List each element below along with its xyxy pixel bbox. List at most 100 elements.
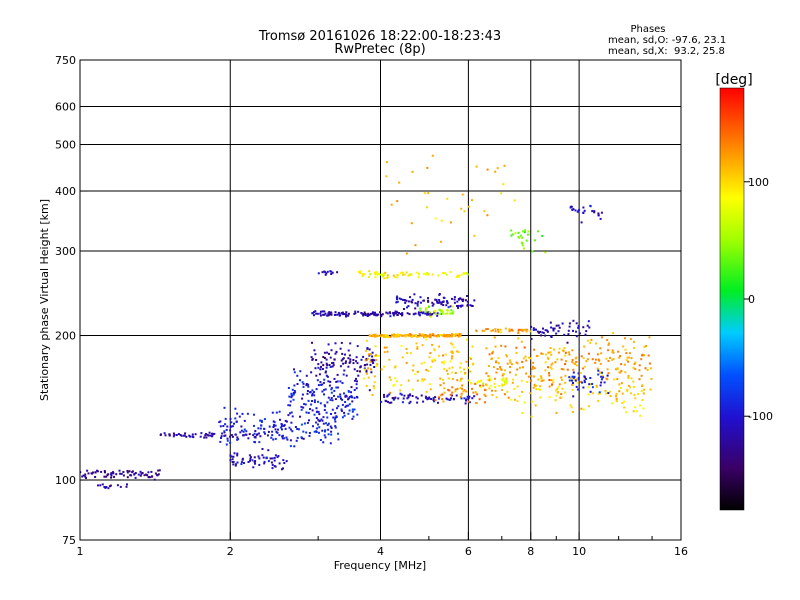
echo-point	[494, 386, 496, 389]
echo-point	[375, 335, 378, 338]
echo-point	[383, 346, 386, 349]
echo-point	[521, 242, 524, 245]
echo-point	[500, 192, 503, 195]
echo-point	[417, 276, 420, 279]
echo-point	[324, 371, 327, 374]
echo-point	[558, 326, 561, 329]
echo-point	[583, 365, 586, 368]
echo-point	[283, 424, 286, 427]
echo-point	[585, 360, 588, 363]
echo-point	[334, 313, 337, 316]
echo-point	[571, 208, 574, 211]
echo-point	[368, 389, 371, 392]
echo-point	[276, 456, 279, 459]
echo-point	[248, 454, 251, 457]
echo-point	[105, 475, 108, 478]
echo-point	[530, 338, 533, 340]
echo-point	[449, 312, 452, 315]
echo-point	[339, 347, 342, 350]
echo-point	[431, 304, 434, 307]
echo-point	[447, 335, 450, 338]
echo-point	[219, 440, 222, 443]
echo-point	[634, 406, 637, 409]
echo-point	[521, 412, 524, 414]
echo-point	[523, 401, 526, 404]
echo-point	[637, 393, 640, 396]
echo-point	[115, 473, 118, 476]
echo-point	[315, 421, 318, 424]
echo-point	[330, 433, 333, 436]
echo-point	[453, 298, 456, 301]
echo-point	[293, 384, 296, 387]
echo-point	[85, 477, 87, 479]
echo-point	[577, 372, 580, 375]
echo-point	[367, 276, 370, 279]
echo-point	[92, 471, 94, 474]
echo-point	[548, 385, 551, 388]
echo-point	[307, 385, 310, 388]
echo-point	[357, 310, 360, 313]
echo-point	[344, 405, 347, 408]
echo-point	[579, 380, 582, 383]
echo-point	[242, 430, 245, 433]
echo-point	[437, 334, 440, 336]
echo-point	[564, 374, 567, 377]
echo-point	[175, 434, 178, 436]
echo-point	[423, 378, 426, 381]
echo-point	[384, 271, 387, 274]
echo-point	[394, 366, 397, 369]
echo-point	[523, 231, 526, 234]
echo-point	[291, 388, 294, 391]
echo-point	[471, 199, 473, 202]
echo-point	[466, 273, 469, 276]
echo-point	[591, 210, 594, 213]
echo-point	[632, 366, 635, 369]
echo-point	[341, 352, 344, 355]
echo-point	[432, 358, 435, 361]
echo-point	[534, 328, 537, 331]
echo-point	[583, 345, 586, 348]
echo-point	[606, 339, 609, 341]
echo-point	[451, 343, 454, 346]
echo-point	[645, 345, 647, 347]
echo-point	[356, 362, 359, 365]
echo-point	[488, 377, 491, 380]
echo-point	[386, 334, 389, 337]
echo-point	[591, 358, 594, 361]
echo-point	[402, 273, 405, 276]
echo-point	[344, 362, 347, 364]
echo-point	[456, 379, 459, 382]
echo-point	[194, 433, 197, 436]
y-tick-label: 300	[55, 245, 76, 258]
echo-point	[642, 392, 645, 395]
echo-point	[423, 361, 426, 364]
echo-point	[398, 297, 401, 300]
echo-point	[478, 380, 481, 383]
echo-point	[552, 329, 555, 332]
echo-point	[325, 272, 328, 275]
echo-point	[493, 382, 496, 385]
echo-point	[128, 470, 131, 473]
echo-point	[143, 474, 146, 477]
echo-point	[361, 275, 364, 278]
echo-point	[273, 421, 276, 424]
echo-point	[416, 345, 419, 348]
x-tick-label: 8	[527, 545, 534, 558]
echo-point	[561, 387, 564, 390]
echo-point	[482, 384, 485, 387]
echo-point	[419, 334, 422, 337]
echo-point	[348, 403, 351, 406]
echo-point	[351, 410, 354, 413]
echo-point	[333, 418, 336, 421]
echo-point	[530, 415, 533, 418]
echo-point	[289, 412, 291, 415]
echo-point	[484, 401, 486, 404]
echo-point	[509, 361, 512, 364]
echo-point	[191, 433, 194, 436]
echo-point	[471, 345, 474, 348]
echo-point	[446, 372, 449, 375]
echo-point	[586, 358, 589, 361]
echo-point	[549, 351, 552, 354]
echo-point	[322, 416, 325, 419]
echo-point	[425, 338, 428, 341]
